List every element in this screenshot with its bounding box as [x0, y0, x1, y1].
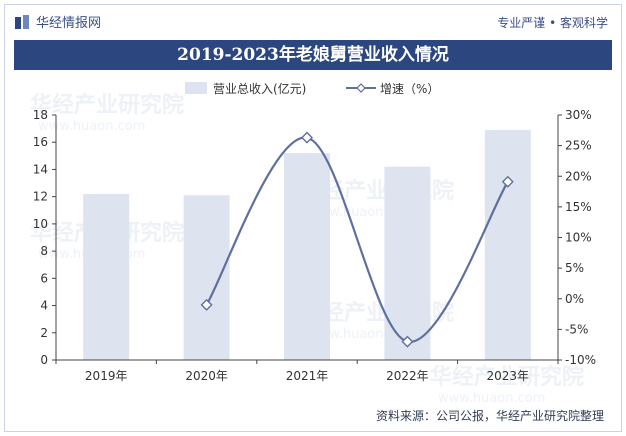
y-right-tick-label: 25%	[565, 139, 592, 153]
x-tick-label: 2020年	[185, 369, 228, 383]
watermark-url: www.huaon.com	[438, 391, 545, 406]
y-left-tick-label: 14	[33, 162, 48, 176]
x-tick-label: 2023年	[487, 369, 530, 383]
growth-line	[205, 136, 509, 343]
y-left-tick-label: 4	[40, 299, 48, 313]
bar	[183, 195, 230, 360]
y-left-tick-label: 12	[33, 190, 48, 204]
chart-title: 2019-2023年老娘舅营业收入情况	[14, 40, 612, 70]
header-bar: 华经情报网 专业严谨 • 客观科学	[8, 8, 618, 34]
legend-bar-label: 营业总收入(亿元)	[213, 81, 306, 96]
y-left-tick-label: 18	[33, 108, 48, 122]
y-right-tick-label: 5%	[565, 261, 584, 275]
y-left-tick-label: 16	[33, 135, 48, 149]
brand-name: 华经情报网	[36, 16, 102, 31]
y-left-tick-label: 8	[40, 244, 48, 258]
brand-logo-icon	[15, 14, 29, 29]
brand: 华经情报网	[14, 12, 101, 31]
source-note: 资料来源：公司公报，华经产业研究院整理	[375, 409, 604, 423]
bar-series	[83, 129, 531, 360]
y-right-tick-label: 15%	[565, 200, 592, 214]
y-left-tick-label: 0	[40, 353, 48, 367]
y-right-tick-label: 30%	[565, 108, 592, 122]
y-right-tick-label: 20%	[565, 169, 592, 183]
legend-line-label: 增速（%）	[380, 82, 439, 96]
y-right-tick-label: 0%	[565, 292, 584, 306]
bar	[83, 193, 130, 360]
bar	[384, 166, 431, 360]
y-left-tick-label: 10	[33, 217, 48, 231]
watermark-text: 华经产业研究院	[430, 364, 584, 390]
bar	[484, 129, 531, 360]
growth-point	[301, 131, 313, 144]
x-tick-label: 2021年	[286, 369, 329, 383]
watermark-text: 华经产业研究院	[30, 92, 184, 118]
y-left-tick-label: 6	[40, 271, 48, 285]
axes: 0 2 4 6 8 10 12 14 16 18 -10% -5% 0% 5% 10% 15% 20% 25% 30…	[33, 108, 596, 383]
y-left-tick-label: 2	[40, 326, 48, 340]
legend: 营业总收入(亿元) 增速（%）	[185, 81, 439, 96]
watermark-url: www.huaon.com	[38, 119, 145, 134]
legend-line-marker-icon	[356, 83, 366, 93]
growth-point	[501, 175, 514, 188]
y-right-tick-label: -5%	[565, 322, 588, 336]
x-tick-label: 2022年	[386, 369, 429, 383]
slogan: 专业严谨 • 客观科学	[497, 16, 608, 30]
line-series	[200, 131, 514, 348]
x-tick-label: 2019年	[85, 369, 128, 383]
legend-bar-swatch	[185, 82, 207, 94]
y-right-tick-label: -10%	[565, 353, 596, 367]
bar	[284, 153, 330, 360]
growth-point	[401, 335, 414, 348]
growth-point	[200, 298, 213, 311]
y-right-tick-label: 10%	[565, 231, 592, 245]
